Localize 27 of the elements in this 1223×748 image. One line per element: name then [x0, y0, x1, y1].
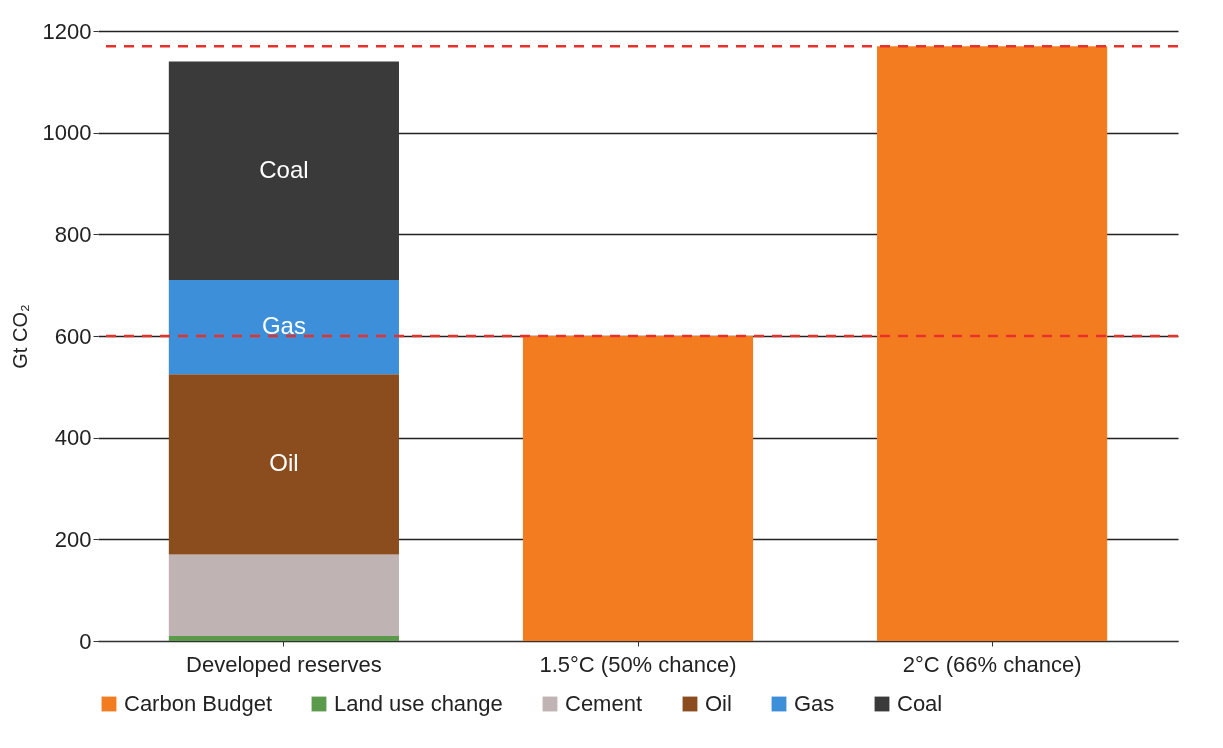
x-tick-label: 2°C (66% chance) [902, 651, 1082, 677]
legend-label: Oil [705, 691, 732, 716]
y-tick-label: 200 [54, 526, 92, 552]
x-tick-label: 1.5°C (50% chance) [539, 651, 737, 677]
bar [168, 554, 399, 636]
bar [168, 374, 399, 555]
legend-label: Coal [897, 691, 943, 716]
y-tick-label: 600 [54, 323, 92, 349]
legend-label: Gas [794, 691, 835, 716]
y-tick-label: 800 [54, 221, 92, 247]
y-tick-label: 1000 [42, 120, 92, 146]
y-tick-label: 400 [54, 425, 92, 451]
y-tick-label: 1200 [42, 18, 92, 44]
y-axis-title: Gt CO₂ [8, 304, 31, 369]
bar [168, 61, 399, 281]
x-tick-label: Developed reserves [186, 651, 382, 677]
bar [168, 635, 399, 641]
bar [877, 46, 1108, 641]
bar [168, 280, 399, 375]
legend-label: Carbon Budget [124, 691, 272, 716]
annotation: Coal [259, 155, 309, 183]
legend-label: Land use change [334, 691, 503, 716]
legend-label: Cement [565, 691, 643, 716]
annotation: Oil [269, 449, 299, 477]
y-tick-label: 0 [79, 628, 92, 654]
bar [522, 336, 754, 641]
annotation: Gas [261, 312, 306, 340]
